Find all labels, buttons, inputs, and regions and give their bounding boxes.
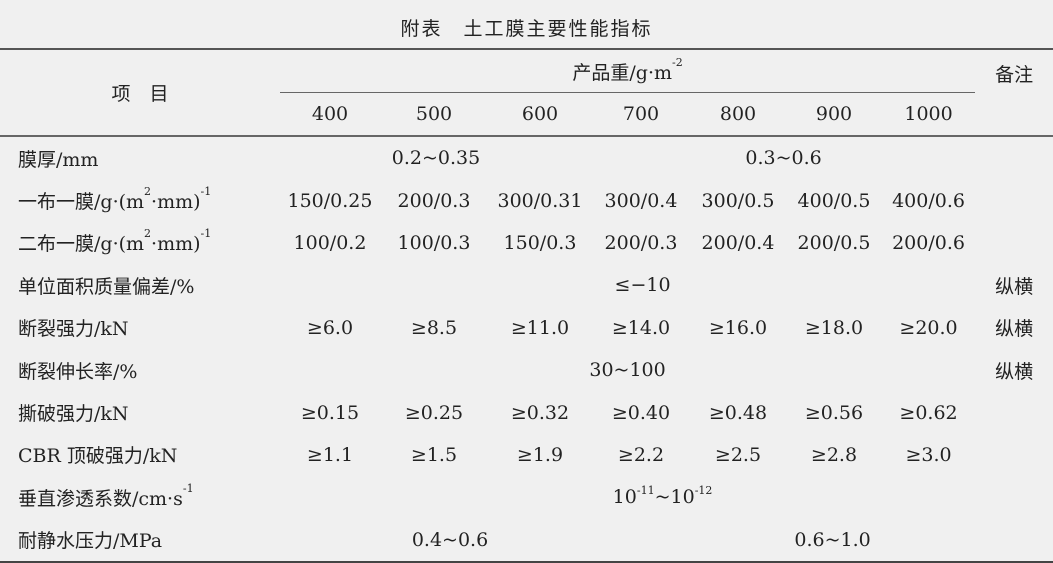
cell-value: 100/0.3 (397, 231, 471, 254)
header-weight: 400 (280, 92, 380, 137)
cell-empty (592, 518, 690, 563)
cell-value: ≥0.40 (611, 401, 671, 424)
cell-value: 150/0.25 (287, 189, 373, 212)
cell-value: ≥18.0 (804, 316, 864, 339)
cell-value: 0.3~0.6 (745, 147, 822, 170)
header-item: 项 目 (0, 48, 280, 137)
cell-value: ≥11.0 (510, 316, 570, 339)
row-label: 断裂伸长率/% (18, 360, 138, 383)
row-label: 二布一膜/g·(m2·mm)-1 (18, 227, 212, 256)
cell-value: ≥6.0 (306, 316, 354, 339)
cell-value: 300/0.5 (701, 189, 775, 212)
cell-remark (975, 179, 1053, 221)
cell-value: 300/0.31 (497, 189, 583, 212)
row-label: 断裂强力/kN (18, 318, 129, 341)
header-weight: 700 (592, 92, 690, 137)
cell-value: ≥0.56 (804, 401, 864, 424)
cell-value: ≥2.8 (810, 443, 858, 466)
cell-value: 0.6~1.0 (690, 518, 976, 563)
cell-value: ≤−10 (614, 274, 671, 297)
table-row: 二布一膜/g·(m2·mm)-1 100/0.2 100/0.3 150/0.3… (0, 222, 1053, 264)
cell-value: ≥0.32 (510, 401, 570, 424)
cell-remark (975, 136, 1053, 179)
cell-value: ≥16.0 (708, 316, 768, 339)
row-label: 膜厚/mm (18, 148, 99, 171)
row-label: 单位面积质量偏差/% (18, 275, 195, 298)
cell-remark (975, 434, 1053, 476)
row-label: 撕破强力/kN (18, 403, 129, 426)
cell-value: ≥0.62 (899, 401, 958, 424)
cell-remark (975, 391, 1053, 433)
performance-table: 项 目 产品重/g·m-2 备注 400 500 600 700 800 900… (0, 48, 1053, 563)
cell-value: 200/0.3 (604, 231, 678, 254)
cell-value: ≥0.15 (300, 401, 360, 424)
cell-value: ≥20.0 (899, 316, 958, 339)
cell-value: 100/0.2 (293, 231, 367, 254)
cell-value: ≥8.5 (410, 316, 458, 339)
header-weight: 1000 (882, 92, 976, 137)
cell-remark (975, 518, 1053, 563)
cell-value: 10-11~10-12 (612, 484, 713, 509)
table-row: 断裂强力/kN ≥6.0 ≥8.5 ≥11.0 ≥14.0 ≥16.0 ≥18.… (0, 307, 1053, 349)
table-row: 单位面积质量偏差/% ≤−10 纵横 (0, 264, 1053, 306)
cell-value: 400/0.6 (892, 189, 965, 212)
table-row: 耐静水压力/MPa 0.4~0.6 0.6~1.0 (0, 518, 1053, 563)
cell-value: ≥2.5 (714, 443, 762, 466)
header-weight: 500 (380, 92, 488, 137)
table-row: 断裂伸长率/% 30~100 纵横 (0, 349, 1053, 391)
header-weight: 600 (488, 92, 592, 137)
cell-value: ≥3.0 (905, 443, 952, 466)
cell-value: ≥0.48 (708, 401, 768, 424)
cell-value: ≥14.0 (611, 316, 671, 339)
table-row: 膜厚/mm 0.2~0.35 0.3~0.6 (0, 136, 1053, 179)
cell-value: 200/0.5 (797, 231, 871, 254)
table-row: CBR 顶破强力/kN ≥1.1 ≥1.5 ≥1.9 ≥2.2 ≥2.5 ≥2.… (0, 434, 1053, 476)
table-row: 垂直渗透系数/cm·s-1 10-11~10-12 (0, 476, 1053, 518)
cell-value: ≥0.25 (404, 401, 464, 424)
cell-remark (975, 476, 1053, 518)
cell-value: 30~100 (589, 359, 666, 382)
cell-remark: 纵横 (995, 318, 1034, 341)
cell-value: ≥2.2 (617, 443, 665, 466)
cell-value: 200/0.4 (701, 231, 775, 254)
cell-value: ≥1.1 (306, 443, 354, 466)
cell-value: 300/0.4 (604, 189, 678, 212)
header-weight: 900 (786, 92, 882, 137)
cell-value: 400/0.5 (797, 189, 871, 212)
cell-value: 200/0.6 (892, 231, 965, 254)
cell-remark (975, 222, 1053, 264)
cell-value: ≥1.5 (410, 443, 458, 466)
row-label: 一布一膜/g·(m2·mm)-1 (18, 185, 212, 214)
cell-remark: 纵横 (995, 275, 1034, 298)
row-label: 垂直渗透系数/cm·s-1 (18, 481, 194, 510)
cell-remark: 纵横 (995, 360, 1034, 383)
row-label: CBR 顶破强力/kN (18, 445, 178, 468)
cell-value: 0.4~0.6 (280, 518, 592, 563)
table-title: 附表 土工膜主要性能指标 (400, 18, 653, 40)
cell-value: 0.2~0.35 (391, 147, 481, 170)
table-row: 撕破强力/kN ≥0.15 ≥0.25 ≥0.32 ≥0.40 ≥0.48 ≥0… (0, 391, 1053, 433)
cell-value: ≥1.9 (516, 443, 564, 466)
header-product-weight: 产品重/g·m-2 (280, 48, 976, 93)
header-remark: 备注 (975, 48, 1053, 137)
cell-value: 200/0.3 (397, 189, 471, 212)
cell-value: 150/0.3 (503, 231, 577, 254)
table-row: 一布一膜/g·(m2·mm)-1 150/0.25 200/0.3 300/0.… (0, 179, 1053, 221)
header-weight: 800 (690, 92, 786, 137)
row-label: 耐静水压力/MPa (0, 518, 280, 563)
